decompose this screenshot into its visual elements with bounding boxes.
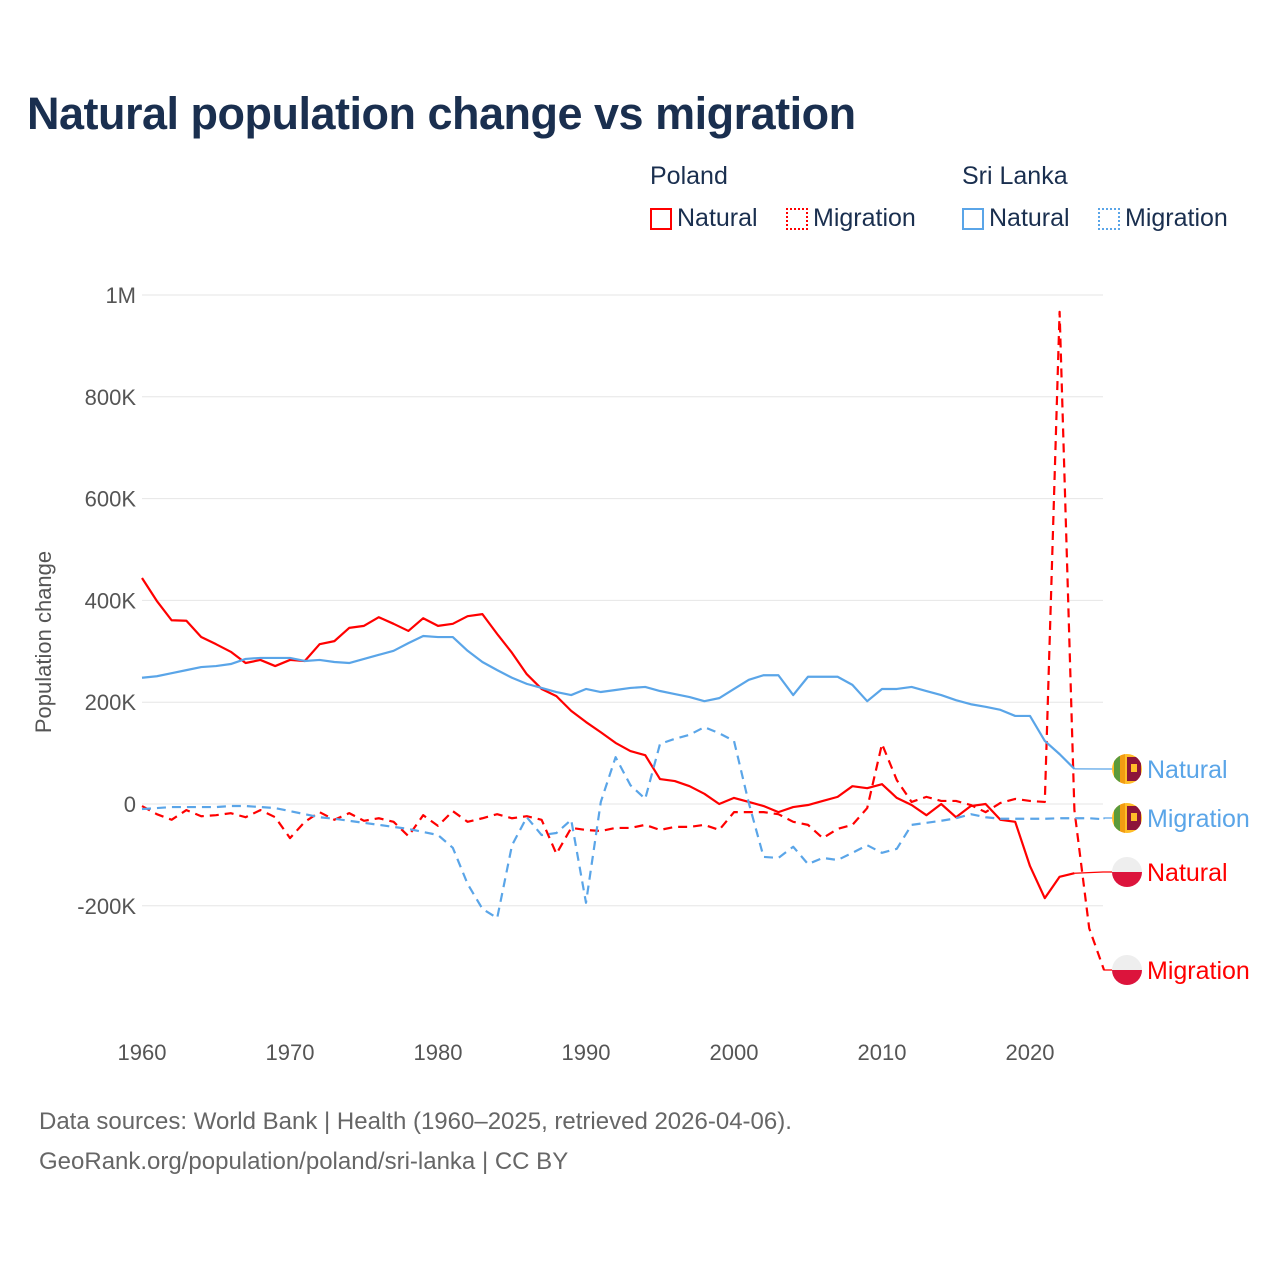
footer-sources: Data sources: World Bank | Health (1960–… xyxy=(39,1108,792,1135)
x-tick-label: 2010 xyxy=(858,1040,907,1065)
sri-lanka-flag-icon xyxy=(1112,803,1142,833)
series-line-poland-migration xyxy=(141,310,1106,971)
poland-flag-icon xyxy=(1112,955,1142,985)
y-tick-label: -200K xyxy=(77,894,136,919)
y-tick-label: 1M xyxy=(105,283,136,308)
series-line-sri-lanka-migration xyxy=(141,726,1105,920)
series-line-sri-lanka-natural xyxy=(141,634,1076,770)
x-tick-label: 2000 xyxy=(710,1040,759,1065)
legend-poland-migration[interactable]: Migration xyxy=(786,204,916,233)
x-tick-label: 1990 xyxy=(562,1040,611,1065)
series-end-label: Natural xyxy=(1147,859,1228,887)
legend-swatch-dotted-blue xyxy=(1098,207,1120,230)
y-tick-label: 400K xyxy=(85,588,137,613)
series-end-label: Natural xyxy=(1147,756,1228,784)
x-tick-label: 2020 xyxy=(1006,1040,1055,1065)
y-tick-label: 0 xyxy=(124,792,136,817)
legend-poland-natural[interactable]: Natural xyxy=(650,204,758,233)
legend-sri-lanka-natural[interactable]: Natural xyxy=(962,204,1070,233)
legend-label: Natural xyxy=(677,204,758,232)
chart-title: Natural population change vs migration xyxy=(27,88,856,139)
label-connector xyxy=(1074,871,1112,874)
legend-swatch-solid-red xyxy=(650,207,672,230)
legend-label: Migration xyxy=(813,204,916,232)
series-end-label: Migration xyxy=(1147,957,1250,985)
series-end-label: Migration xyxy=(1147,805,1250,833)
x-tick-label: 1980 xyxy=(414,1040,463,1065)
y-tick-label: 800K xyxy=(85,385,137,410)
x-tick-label: 1960 xyxy=(118,1040,167,1065)
legend-label: Migration xyxy=(1125,204,1228,232)
poland-flag-icon xyxy=(1112,857,1142,887)
legend-group-sri-lanka: Sri Lanka xyxy=(962,162,1068,190)
legend-swatch-dotted-red xyxy=(786,207,808,230)
y-tick-label: 200K xyxy=(85,690,137,715)
label-connector xyxy=(1103,817,1112,820)
series-line-poland-natural xyxy=(141,577,1075,900)
legend-sri-lanka-migration[interactable]: Migration xyxy=(1098,204,1228,233)
legend-label: Natural xyxy=(989,204,1070,232)
legend-swatch-solid-blue xyxy=(962,207,984,230)
x-tick-label: 1970 xyxy=(266,1040,315,1065)
y-axis-label: Population change xyxy=(31,551,56,733)
legend-group-poland: Poland xyxy=(650,162,728,190)
sri-lanka-flag-icon xyxy=(1112,754,1142,784)
y-tick-label: 600K xyxy=(85,487,137,512)
footer-link[interactable]: GeoRank.org/population/poland/sri-lanka … xyxy=(39,1148,569,1175)
